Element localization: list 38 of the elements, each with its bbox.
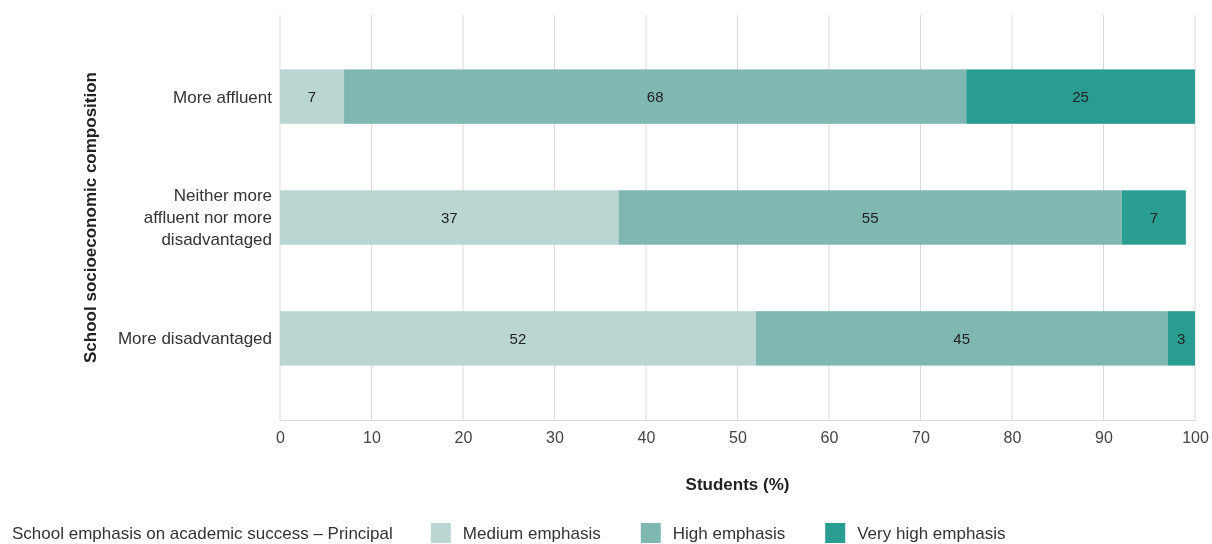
bar [618,190,1122,245]
x-tick-label: 30 [546,429,564,447]
x-tick-label: 0 [276,429,286,447]
x-tick-label: 100 [1182,429,1209,447]
legend-label: High emphasis [672,523,786,543]
data-label: 3 [1177,329,1186,347]
bar [280,190,619,245]
bar [344,69,967,124]
data-label: 7 [1149,208,1158,226]
x-axis-title: Students (%) [685,475,790,494]
y-tick-label: Neither more affluent nor more disadvantaged [143,186,272,250]
x-tick-label: 90 [1095,429,1113,447]
legend-label: Very high emphasis [857,523,1006,543]
x-tick-label: 20 [454,429,473,447]
x-tick-label: 70 [912,429,930,447]
data-label: 68 [646,87,664,105]
bar [280,69,345,124]
data-label: 55 [861,208,879,226]
y-tick-label: More affluent [173,87,273,107]
bar [966,69,1195,124]
legend-title: School emphasis on academic success – Principal [12,523,393,543]
bar [755,311,1168,366]
x-tick-label: 60 [820,429,839,447]
bar [280,311,756,366]
y-tick-label: More disadvantaged [117,329,272,349]
data-label: 45 [953,329,971,347]
bar [1167,311,1195,366]
data-label: 52 [509,329,527,347]
bar [1121,190,1186,245]
legend-label: Medium emphasis [462,523,601,543]
data-label: 37 [440,208,458,226]
data-label: 25 [1072,87,1089,105]
x-tick-label: 10 [363,429,381,447]
x-tick-label: 40 [637,429,656,447]
data-label: 7 [307,87,317,105]
x-tick-label: 80 [1003,429,1022,447]
y-axis-title: School socioeconomic composition [80,72,100,363]
x-tick-label: 50 [729,429,747,447]
